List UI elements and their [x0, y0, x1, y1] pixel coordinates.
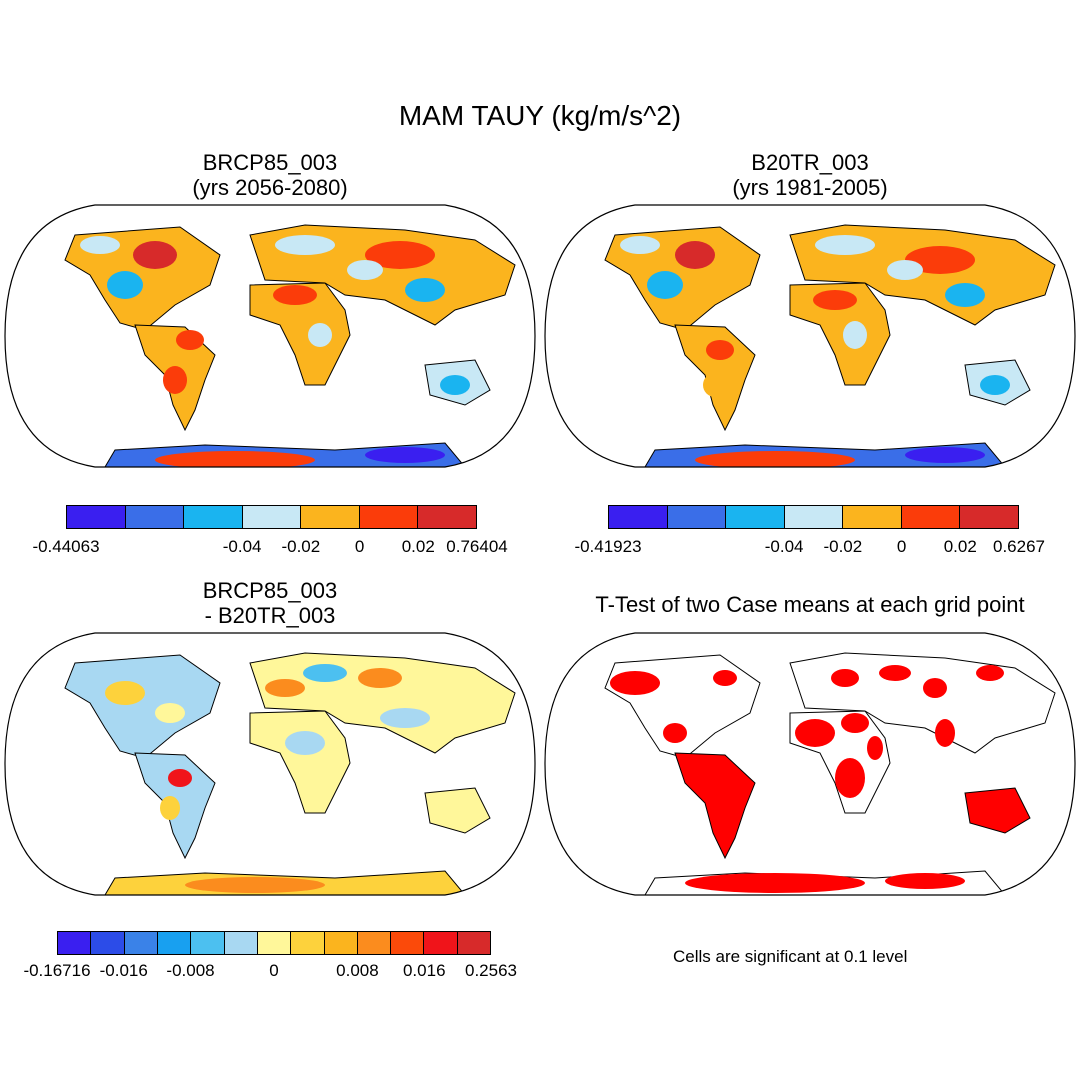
tick-label: 0 [269, 961, 279, 980]
south-america [674, 752, 756, 860]
colorbar-swatch [667, 506, 727, 528]
colorbar-swatch [457, 932, 491, 954]
colorbar-swatch [184, 506, 243, 528]
tick-label: 0.02 [943, 537, 977, 556]
colorbar-swatch [424, 932, 458, 954]
colorbar-swatch [901, 506, 961, 528]
tick-label: 0.016 [402, 961, 446, 980]
map-difference [4, 632, 536, 896]
tick-label: -0.02 [281, 537, 321, 556]
tick-label: -0.04 [222, 537, 262, 556]
colorbar-swatch [224, 932, 258, 954]
tick-label: -0.016 [99, 961, 148, 980]
significance-note: Cells are significant at 0.1 level [673, 947, 908, 966]
colorbar-ticks-b20tr: -0.41923 -0.04 -0.02 0 0.02 0.6267 [574, 537, 1045, 559]
africa [789, 282, 891, 386]
tick-label: -0.41923 [574, 537, 642, 556]
tick-label: -0.008 [166, 961, 215, 980]
panel-title-line2: (yrs 1981-2005) [732, 175, 888, 200]
colorbar-swatch [391, 932, 425, 954]
colorbar-swatch [67, 506, 126, 528]
colorbar-swatch [357, 932, 392, 954]
tick-label: 0 [354, 537, 365, 556]
colorbar-swatch [609, 506, 668, 528]
tick-label: 0.02 [401, 537, 435, 556]
panel-title-line1: BRCP85_003 [202, 150, 338, 175]
colorbar-difference [57, 931, 491, 955]
africa [249, 282, 351, 386]
colorbar-swatch [960, 506, 1019, 528]
figure-title: MAM TAUY (kg/m/s^2) [398, 100, 682, 131]
panel-title-line1: T-Test of two Case means at each grid po… [595, 592, 1025, 617]
tick-label: 0.008 [336, 961, 379, 980]
panel-title-b20tr: B20TR_003 (yrs 1981-2005) [610, 150, 1010, 200]
colorbar-b20tr [608, 505, 1019, 529]
colorbar-swatch [843, 506, 902, 528]
panel-title-ttest: T-Test of two Case means at each grid po… [560, 592, 1060, 617]
colorbar-swatch [418, 506, 477, 528]
colorbar-swatch [58, 932, 92, 954]
colorbar-swatch [301, 506, 360, 528]
panel-title-brcp85: BRCP85_003 (yrs 2056-2080) [70, 150, 470, 200]
tick-label: 0.2563 [465, 961, 517, 980]
colorbar-swatch [291, 932, 325, 954]
africa [249, 710, 351, 814]
colorbar-swatch [242, 506, 302, 528]
tick-label: -0.44063 [32, 537, 100, 556]
tick-label: 0.6267 [993, 537, 1045, 556]
colorbar-swatch [257, 932, 292, 954]
australia [964, 787, 1031, 834]
tick-label: 0.76404 [446, 537, 508, 556]
colorbar-swatch [125, 506, 185, 528]
colorbar-swatch [157, 932, 192, 954]
map-b20tr [544, 204, 1076, 468]
colorbar-swatch [324, 932, 358, 954]
colorbar-swatch [191, 932, 225, 954]
map-ttest [544, 632, 1076, 896]
tick-label: -0.16716 [23, 961, 91, 980]
colorbar-swatch [91, 932, 125, 954]
panel-title-line1: B20TR_003 [751, 150, 869, 175]
panel-title-difference: BRCP85_003 - B20TR_003 [70, 578, 470, 628]
panel-title-line1: BRCP85_003 [202, 578, 338, 603]
colorbar-ticks-brcp85: -0.44063 -0.04 -0.02 0 0.02 0.76404 [32, 537, 507, 559]
map-brcp85 [4, 204, 536, 468]
colorbar-swatch [359, 506, 419, 528]
colorbar-brcp85 [66, 505, 477, 529]
panel-title-line2: - B20TR_003 [204, 603, 336, 628]
tick-label: 0 [896, 537, 907, 556]
tick-label: -0.02 [823, 537, 863, 556]
tick-label: -0.04 [764, 537, 804, 556]
colorbar-swatch [726, 506, 785, 528]
colorbar-swatch [784, 506, 844, 528]
colorbar-swatch [124, 932, 158, 954]
australia [424, 787, 491, 834]
colorbar-ticks-difference: -0.16716 -0.016 -0.008 0 0.008 0.016 0.2… [23, 961, 517, 983]
panel-title-line2: (yrs 2056-2080) [192, 175, 348, 200]
